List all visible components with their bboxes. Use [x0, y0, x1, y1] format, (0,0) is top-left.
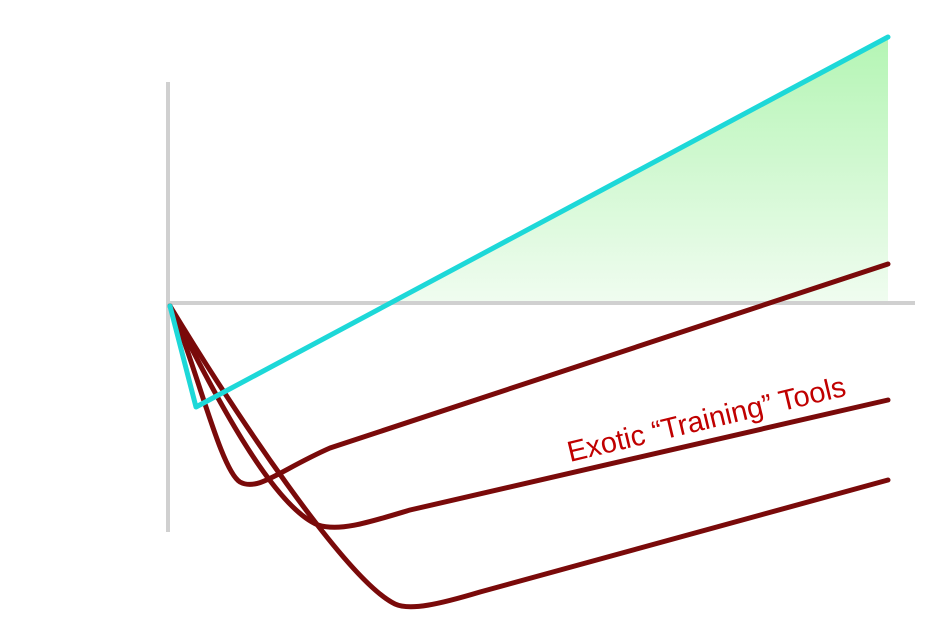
curve-deep-dip [167, 303, 891, 610]
ideal-line [167, 34, 891, 410]
curve-shallow-dip [167, 261, 891, 487]
curve-medium-dip [167, 303, 891, 530]
